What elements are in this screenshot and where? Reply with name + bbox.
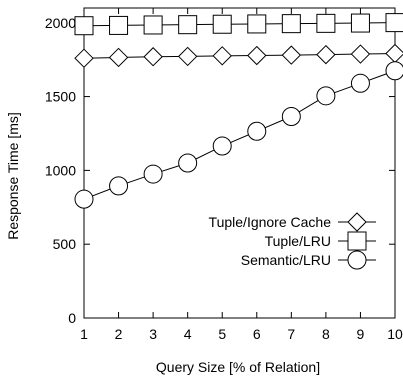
series-line-diamond [83, 52, 396, 59]
x-tick-label: 5 [218, 326, 226, 342]
circle-point [350, 73, 370, 93]
legend-diamond-marker [347, 212, 367, 232]
diamond-point [247, 45, 267, 66]
diamond-point [108, 47, 129, 68]
diamond-point [74, 48, 94, 68]
x-axis-ticks: 1 2 3 4 5 6 7 8 9 10 [80, 8, 403, 342]
legend-square-marker [347, 231, 367, 251]
x-tick-label: 2 [115, 326, 123, 342]
square-point [247, 14, 267, 34]
x-tick-label: 3 [149, 326, 157, 342]
diamond-point [177, 46, 198, 67]
circle-point [281, 107, 301, 126]
y-axis-ticks: 0 500 1000 1500 2000 [45, 15, 395, 326]
x-tick-label: 10 [387, 326, 403, 342]
y-axis-label: Response Time [ms] [5, 112, 21, 240]
square-point [143, 15, 163, 35]
square-point [74, 16, 94, 36]
circle-point [212, 136, 232, 156]
x-tick-label: 4 [184, 326, 192, 342]
plot-border [83, 7, 396, 319]
circle-point [247, 121, 267, 141]
y-tick-label: 500 [53, 236, 77, 252]
y-tick-label: 0 [68, 310, 76, 326]
legend-circle-marker [347, 250, 367, 270]
x-axis-label: Query Size [% of Relation] [156, 359, 320, 375]
y-tick-label: 1000 [45, 162, 76, 178]
series-markers [74, 13, 403, 209]
diamond-point [143, 47, 163, 67]
series-lines [83, 22, 396, 200]
series-line-square [83, 22, 396, 27]
y-tick-label: 1500 [45, 89, 76, 105]
circle-point [316, 86, 336, 106]
legend: Tuple/Ignore Cache Tuple/LRU Semantic/LRU [209, 212, 376, 270]
circle-point [385, 61, 403, 81]
square-point [109, 15, 129, 35]
diamond-point [350, 44, 371, 64]
legend-label: Tuple/Ignore Cache [209, 214, 332, 230]
square-point [281, 14, 301, 34]
series-line-circle [83, 70, 396, 200]
plot-frame [83, 7, 396, 319]
square-point [212, 14, 232, 34]
square-point [316, 13, 336, 33]
x-tick-label: 6 [253, 326, 261, 342]
legend-label: Tuple/LRU [265, 233, 331, 249]
diamond-point [281, 45, 302, 65]
square-point [178, 15, 198, 35]
circle-point [74, 189, 94, 209]
x-tick-label: 8 [322, 326, 330, 342]
square-point [385, 13, 403, 33]
diamond-point [212, 46, 232, 66]
diamond-point [385, 43, 403, 64]
square-point [350, 13, 370, 33]
circle-point [143, 164, 163, 184]
x-tick-label: 7 [287, 326, 295, 342]
circle-point [109, 176, 129, 196]
legend-label: Semantic/LRU [241, 252, 331, 268]
x-tick-label: 1 [80, 326, 88, 342]
diamond-point [316, 44, 336, 65]
x-tick-label: 9 [357, 326, 365, 342]
circle-point [178, 153, 198, 173]
y-tick-label: 2000 [45, 15, 76, 31]
